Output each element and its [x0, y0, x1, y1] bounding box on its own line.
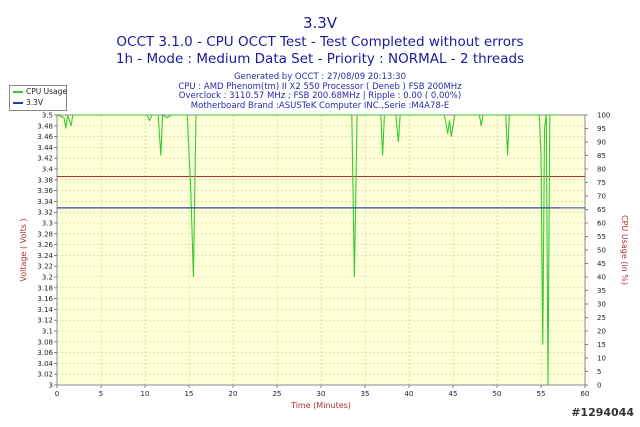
y-right-ticks: 1009590858075706560555045403530252015105…	[585, 112, 610, 390]
y-left-tick-label: 3.18	[37, 284, 53, 292]
legend-item-3v3: 3.3V	[10, 97, 66, 108]
grid-lines	[57, 115, 585, 385]
y-left-tick-label: 3.06	[37, 349, 53, 357]
x-tick-label: 45	[449, 390, 458, 398]
y-left-tick-label: 3	[49, 382, 53, 390]
y-right-tick-label: 45	[597, 260, 606, 268]
y-left-tick-label: 3.44	[37, 144, 53, 152]
legend-label-3v3: 3.3V	[26, 98, 44, 107]
y-right-tick-label: 35	[597, 287, 606, 295]
x-tick-label: 5	[99, 390, 103, 398]
y-left-tick-label: 3.4	[42, 166, 54, 174]
x-tick-label: 30	[317, 390, 326, 398]
y-left-tick-label: 3.22	[37, 263, 53, 271]
y-right-tick-label: 55	[597, 233, 606, 241]
y-left-tick-label: 3.5	[42, 112, 53, 120]
series-line-cpu-usage	[56, 114, 559, 386]
y-left-tick-label: 3.1	[42, 328, 53, 336]
watermark: #1294044	[571, 406, 634, 419]
chart-subtitle-line-2: 1h - Mode : Medium Data Set - Priority :…	[115, 51, 525, 67]
y-right-tick-label: 40	[597, 274, 606, 282]
y-right-tick-label: 95	[597, 125, 606, 133]
y-right-tick-label: 65	[597, 206, 606, 214]
y-left-tick-label: 3.48	[37, 122, 53, 130]
y-axis-right-label: CPU Usage (in %)	[620, 215, 629, 285]
y-left-ticks: 3.5 3.48 3.46 3.44 3.42 3.4 3.38 3.36 3.34 3.32 3.…	[37, 112, 57, 390]
x-tick-label: 50	[493, 390, 502, 398]
y-left-tick-label: 3.36	[37, 187, 53, 195]
y-right-tick-label: 85	[597, 152, 606, 160]
y-left-tick-label: 3.38	[37, 176, 53, 184]
y-right-tick-label: 10	[597, 355, 606, 363]
y-left-tick-label: 3.24	[37, 252, 53, 260]
x-tick-label: 35	[361, 390, 370, 398]
y-right-tick-label: 5	[597, 368, 601, 376]
x-ticks: 0 5 10 15 20 25 30 35 40 45 50 55 60	[55, 385, 590, 398]
legend-swatch-3v3	[13, 102, 23, 104]
y-right-tick-label: 15	[597, 341, 606, 349]
y-axis-left-label: Voltage ( Volts )	[19, 218, 28, 281]
x-tick-label: 40	[405, 390, 414, 398]
y-left-tick-label: 3.14	[37, 306, 53, 314]
x-tick-label: 20	[229, 390, 238, 398]
y-left-tick-label: 3.08	[37, 338, 53, 346]
y-right-tick-label: 80	[597, 166, 606, 174]
x-axis-label: Time (Minutes)	[290, 401, 351, 410]
x-tick-label: 60	[581, 390, 590, 398]
x-tick-label: 10	[141, 390, 150, 398]
y-left-tick-label: 3.46	[37, 133, 53, 141]
y-right-tick-label: 90	[597, 139, 606, 147]
reference-lines	[57, 176, 585, 209]
y-left-tick-label: 3.32	[37, 209, 53, 217]
y-left-tick-label: 3.28	[37, 230, 53, 238]
chart-legend: CPU Usage 3.3V	[9, 85, 67, 111]
y-left-tick-label: 3.12	[37, 317, 53, 325]
legend-swatch-cpu-usage	[13, 91, 23, 93]
x-tick-label: 0	[55, 390, 59, 398]
info-generated: Generated by OCCT : 27/08/09 20:13:30	[234, 72, 406, 82]
x-tick-label: 15	[185, 390, 194, 398]
legend-label-cpu-usage: CPU Usage	[26, 87, 68, 96]
info-overclock: Overclock : 3110.57 MHz ; FSB 200.68MHz …	[178, 91, 462, 101]
info-cpu: CPU : AMD Phenom(tm) II X2 550 Processor…	[178, 81, 462, 92]
y-left-tick-label: 3.16	[37, 295, 53, 303]
info-motherboard: Motherboard Brand :ASUSTeK Computer INC.…	[190, 100, 450, 111]
y-left-tick-label: 3.02	[37, 371, 53, 379]
y-right-tick-label: 75	[597, 179, 606, 187]
y-left-tick-label: 3.04	[37, 360, 53, 368]
y-right-tick-label: 25	[597, 314, 606, 322]
legend-item-cpu-usage: CPU Usage	[10, 86, 68, 97]
y-left-tick-label: 3.42	[37, 155, 53, 163]
y-right-tick-label: 60	[597, 220, 606, 228]
series-lines	[56, 114, 559, 386]
y-right-tick-label: 30	[597, 301, 606, 309]
plot-area	[56, 114, 586, 386]
y-left-tick-label: 3.3	[42, 220, 53, 228]
y-right-tick-label: 20	[597, 328, 606, 336]
chart-title: 3.3V	[302, 14, 338, 32]
y-right-tick-label: 100	[597, 112, 610, 120]
y-left-tick-label: 3.34	[37, 198, 53, 206]
chart-subtitle-line-1: OCCT 3.1.0 - CPU OCCT Test - Test Comple…	[116, 34, 524, 50]
x-tick-label: 25	[273, 390, 282, 398]
y-right-tick-label: 70	[597, 193, 606, 201]
x-tick-label: 55	[537, 390, 546, 398]
y-left-tick-label: 3.2	[42, 274, 53, 282]
y-right-tick-label: 50	[597, 247, 606, 255]
y-right-tick-label: 0	[597, 382, 601, 390]
y-left-tick-label: 3.26	[37, 241, 53, 249]
